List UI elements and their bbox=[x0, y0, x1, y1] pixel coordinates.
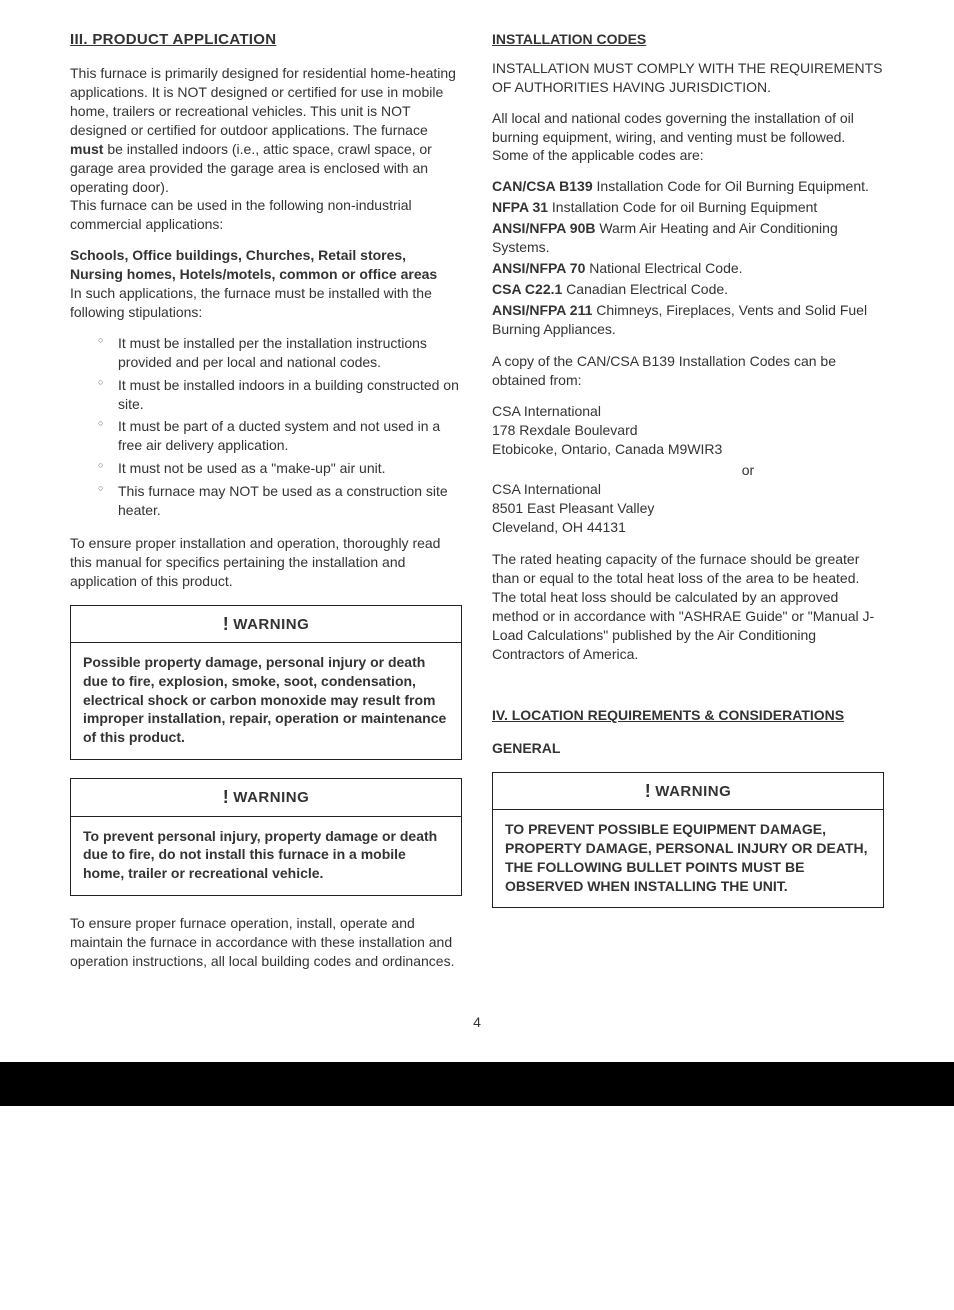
right-column: INSTALLATION CODES INSTALLATION MUST COM… bbox=[492, 30, 884, 983]
warning-icon: ! bbox=[223, 614, 230, 634]
warning-icon: ! bbox=[645, 781, 652, 801]
proper-operation-paragraph: To ensure proper furnace operation, inst… bbox=[70, 914, 462, 971]
left-column: III. PRODUCT APPLICATION This furnace is… bbox=[70, 30, 462, 983]
address-1: CSA International 178 Rexdale Boulevard … bbox=[492, 402, 884, 459]
intro-paragraph: This furnace is primarily designed for r… bbox=[70, 64, 462, 234]
warning-1-header: !WARNING bbox=[71, 606, 461, 643]
warning-1-label: WARNING bbox=[233, 616, 309, 633]
codes-list: CAN/CSA B139 Installation Code for Oil B… bbox=[492, 177, 884, 338]
read-manual-paragraph: To ensure proper installation and operat… bbox=[70, 534, 462, 591]
code-4-desc: National Electrical Code. bbox=[585, 260, 742, 276]
applications-paragraph: Schools, Office buildings, Churches, Ret… bbox=[70, 246, 462, 322]
page-body: III. PRODUCT APPLICATION This furnace is… bbox=[0, 0, 954, 1003]
code-6-name: ANSI/NFPA 211 bbox=[492, 302, 592, 318]
warning-box-3: !WARNING TO PREVENT POSSIBLE EQUIPMENT D… bbox=[492, 772, 884, 909]
code-2-name: NFPA 31 bbox=[492, 199, 548, 215]
intro-text-a: This furnace is primarily designed for r… bbox=[70, 65, 456, 138]
stipulation-1: It must be installed per the installatio… bbox=[98, 334, 462, 372]
warning-3-body: TO PREVENT POSSIBLE EQUIPMENT DAMAGE, PR… bbox=[493, 810, 883, 908]
address-2-line-3: Cleveland, OH 44131 bbox=[492, 518, 884, 537]
address-or: or bbox=[492, 461, 884, 480]
section-3-title: III. PRODUCT APPLICATION bbox=[70, 30, 462, 50]
code-4-name: ANSI/NFPA 70 bbox=[492, 260, 585, 276]
warning-3-label: WARNING bbox=[655, 783, 731, 800]
stipulation-4: It must not be used as a "make-up" air u… bbox=[98, 459, 462, 478]
intro-text-b: be installed indoors (i.e., attic space,… bbox=[70, 141, 432, 233]
applications-bold: Schools, Office buildings, Churches, Ret… bbox=[70, 247, 437, 282]
stipulation-2: It must be installed indoors in a buildi… bbox=[98, 376, 462, 414]
stipulation-3: It must be part of a ducted system and n… bbox=[98, 417, 462, 455]
codes-intro: All local and national codes governing t… bbox=[492, 109, 884, 166]
general-title: GENERAL bbox=[492, 739, 884, 758]
warning-box-1: !WARNING Possible property damage, perso… bbox=[70, 605, 462, 761]
heating-capacity-paragraph: The rated heating capacity of the furnac… bbox=[492, 550, 884, 663]
code-1-name: CAN/CSA B139 bbox=[492, 178, 593, 194]
code-1-desc: Installation Code for Oil Burning Equipm… bbox=[593, 178, 869, 194]
footer-bar bbox=[0, 1062, 954, 1106]
address-1-line-3: Etobicoke, Ontario, Canada M9WIR3 bbox=[492, 440, 884, 459]
copy-obtain-paragraph: A copy of the CAN/CSA B139 Installation … bbox=[492, 352, 884, 390]
code-5-desc: Canadian Electrical Code. bbox=[562, 281, 728, 297]
warning-3-header: !WARNING bbox=[493, 773, 883, 810]
comply-paragraph: INSTALLATION MUST COMPLY WITH THE REQUIR… bbox=[492, 59, 884, 97]
intro-must: must bbox=[70, 141, 103, 157]
address-2-line-2: 8501 East Pleasant Valley bbox=[492, 499, 884, 518]
address-1-line-1: CSA International bbox=[492, 402, 884, 421]
warning-1-body: Possible property damage, personal injur… bbox=[71, 643, 461, 759]
stipulations-list: It must be installed per the installatio… bbox=[70, 334, 462, 520]
address-1-line-2: 178 Rexdale Boulevard bbox=[492, 421, 884, 440]
warning-2-header: !WARNING bbox=[71, 779, 461, 816]
section-4-title: IV. LOCATION REQUIREMENTS & CONSIDERATIO… bbox=[492, 706, 884, 725]
stipulation-5: This furnace may NOT be used as a constr… bbox=[98, 482, 462, 520]
warning-icon: ! bbox=[223, 787, 230, 807]
warning-box-2: !WARNING To prevent personal injury, pro… bbox=[70, 778, 462, 896]
code-3-name: ANSI/NFPA 90B bbox=[492, 220, 595, 236]
warning-2-label: WARNING bbox=[233, 789, 309, 806]
address-2: CSA International 8501 East Pleasant Val… bbox=[492, 480, 884, 537]
warning-2-body: To prevent personal injury, property dam… bbox=[71, 817, 461, 896]
code-5-name: CSA C22.1 bbox=[492, 281, 562, 297]
address-2-line-1: CSA International bbox=[492, 480, 884, 499]
installation-codes-title: INSTALLATION CODES bbox=[492, 30, 884, 49]
code-2-desc: Installation Code for oil Burning Equipm… bbox=[548, 199, 817, 215]
page-number: 4 bbox=[0, 1013, 954, 1032]
stipulations-intro: In such applications, the furnace must b… bbox=[70, 285, 432, 320]
